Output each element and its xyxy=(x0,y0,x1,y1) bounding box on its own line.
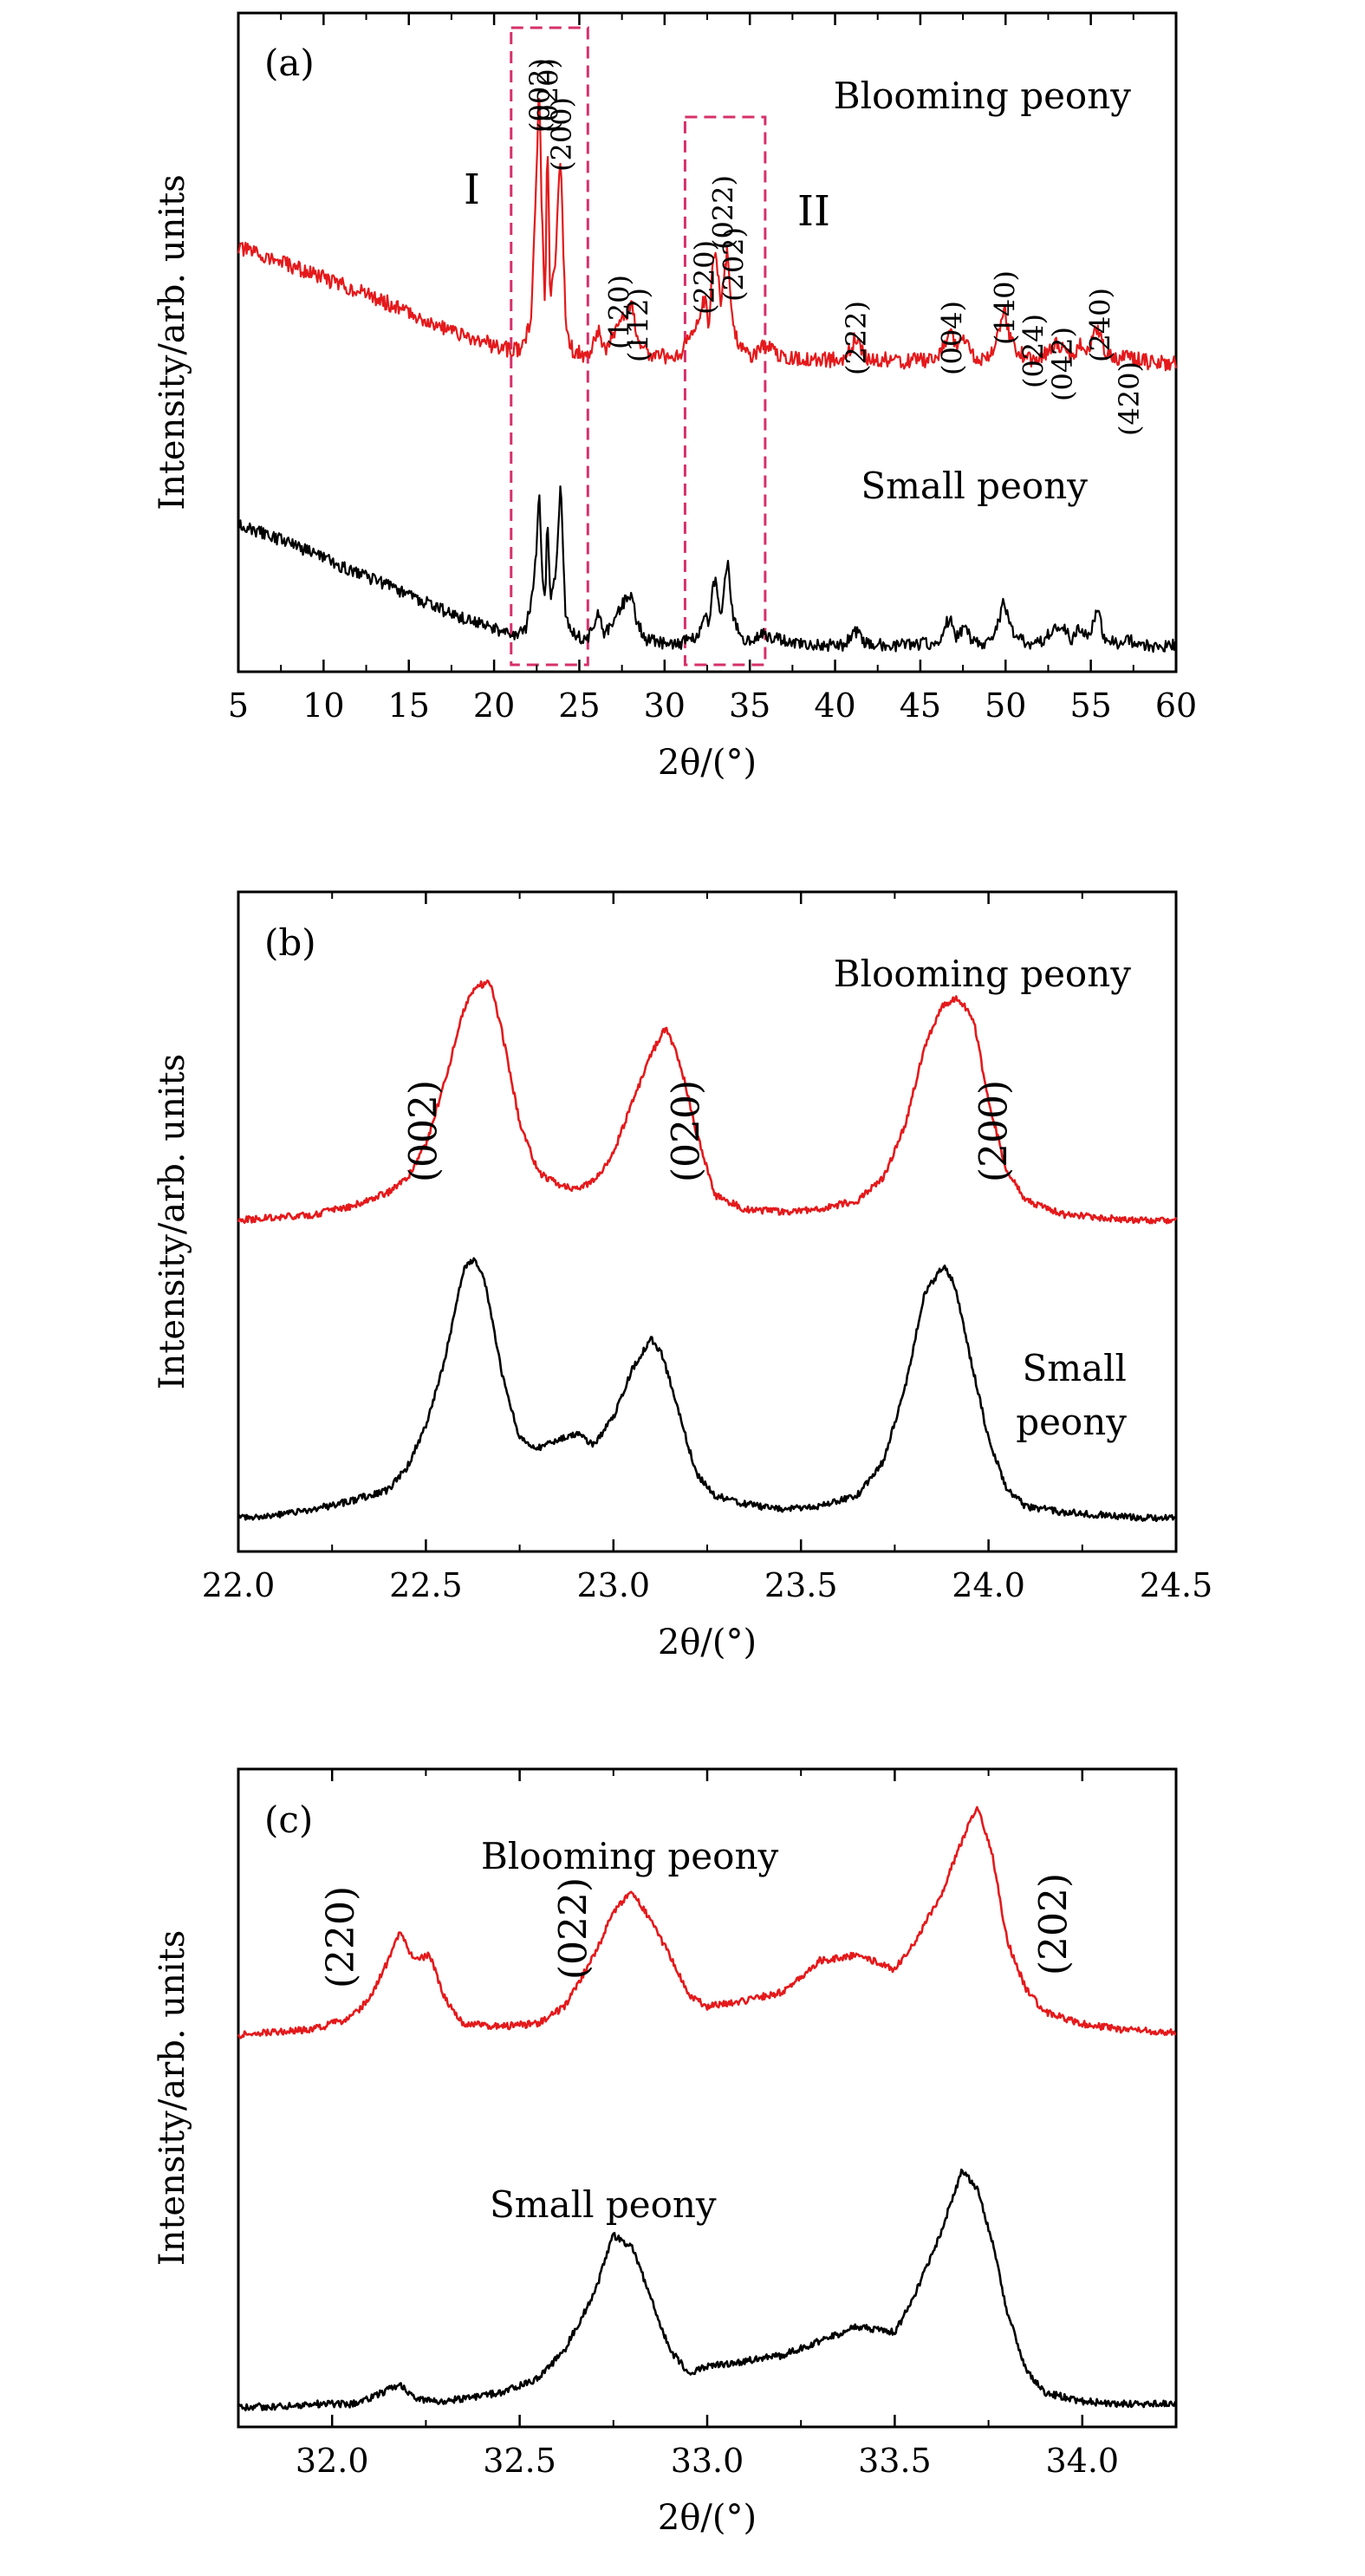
peak-label: (420) xyxy=(1113,361,1146,436)
x-tick-label: 23.5 xyxy=(764,1566,838,1604)
region-box-2 xyxy=(683,115,767,667)
peak-label: (222) xyxy=(840,301,873,375)
x-tick-label: 32.5 xyxy=(483,2442,556,2480)
region-label-2: II xyxy=(797,187,830,236)
peak-label: (220) xyxy=(688,240,721,315)
x-tick-label: 20 xyxy=(473,686,515,725)
peak-label: (200) xyxy=(972,1080,1016,1182)
x-tick-label: 40 xyxy=(814,686,855,725)
peak-label: (022) xyxy=(552,1877,596,1980)
series-line-blooming-peony xyxy=(237,979,1178,1225)
panel-label: (a) xyxy=(264,42,315,84)
series-label: Small peony xyxy=(861,465,1088,507)
x-tick-label: 24.0 xyxy=(952,1566,1025,1604)
series-label: Blooming peony xyxy=(834,953,1131,995)
x-tick-label: 34.0 xyxy=(1045,2442,1119,2480)
x-tick-label: 35 xyxy=(729,686,770,725)
series-label: Blooming peony xyxy=(834,75,1131,117)
x-tick-label: 25 xyxy=(558,686,600,725)
peak-label: (112) xyxy=(621,288,654,362)
peak-label: (042) xyxy=(1046,327,1079,401)
x-tick-label: 15 xyxy=(388,686,430,725)
x-tick-label: 30 xyxy=(644,686,686,725)
x-tick-label: 5 xyxy=(228,686,249,725)
peak-label: (220) xyxy=(319,1886,363,1988)
x-tick-label: 24.5 xyxy=(1140,1566,1213,1604)
peak-label: (120) xyxy=(603,275,636,349)
peak-label: (140) xyxy=(988,270,1021,345)
region-label-1: I xyxy=(464,166,480,214)
x-axis-label: 2θ/(°) xyxy=(658,2498,757,2538)
panel-a: I II5 10 15 20 25 30 35 40 45 50 55 602θ/(°)Intensit… xyxy=(153,11,1197,783)
peak-label: (020) xyxy=(664,1080,708,1182)
series-label: Small peony xyxy=(490,2183,717,2226)
x-tick-label: 10 xyxy=(302,686,344,725)
x-tick-label: 60 xyxy=(1155,686,1197,725)
peak-label: (002) xyxy=(523,58,556,133)
series-line-small-peony xyxy=(237,2168,1178,2412)
x-tick-label: 23.0 xyxy=(576,1566,650,1604)
x-tick-label: 32.0 xyxy=(296,2442,369,2480)
y-axis-label: Intensity/arb. units xyxy=(153,1930,192,2266)
peak-label: (202) xyxy=(718,227,751,302)
peak-label: (004) xyxy=(935,301,968,375)
peak-label: (022) xyxy=(707,175,740,250)
series-line-blooming-peony xyxy=(237,98,1178,372)
series-line-small-peony xyxy=(237,1257,1178,1523)
x-tick-label: 33.5 xyxy=(858,2442,932,2480)
series-label: Small xyxy=(1022,1347,1127,1389)
panel-label: (c) xyxy=(264,1799,313,1841)
x-tick-label: 33.0 xyxy=(671,2442,744,2480)
region-box-1 xyxy=(510,26,589,667)
peak-label: (002) xyxy=(401,1080,445,1182)
peak-label: (024) xyxy=(1017,314,1050,388)
x-tick-label: 22.0 xyxy=(202,1566,276,1604)
series-line-small-peony xyxy=(237,485,1177,654)
peak-label: (202) xyxy=(1032,1873,1076,1975)
x-tick-label: 55 xyxy=(1069,686,1111,725)
x-axis-label: 2θ/(°) xyxy=(658,1623,757,1662)
x-tick-label: 50 xyxy=(985,686,1026,725)
peak-label: (200) xyxy=(545,97,578,172)
x-tick-label: 45 xyxy=(900,686,941,725)
x-tick-label: 22.5 xyxy=(389,1566,463,1604)
series-line-blooming-peony xyxy=(237,1805,1177,2039)
series-label: peony xyxy=(1016,1401,1127,1443)
panel-b: 22.0 22.5 23.0 23.5 24.0 24.5 2θ/(°) Intensity/… xyxy=(153,890,1213,1662)
peak-label: (020) xyxy=(532,58,565,133)
y-axis-label: Intensity/arb. units xyxy=(153,1054,192,1389)
panel-label: (b) xyxy=(264,921,316,964)
x-axis-label: 2θ/(°) xyxy=(658,743,757,783)
peak-label: (240) xyxy=(1084,288,1117,362)
panel-c: 32.0 32.5 33.0 33.5 34.0 2θ/(°) Intensity/arb.… xyxy=(153,1767,1178,2538)
y-axis-label: Intensity/arb. units xyxy=(153,174,192,510)
series-label: Blooming peony xyxy=(481,1835,778,1877)
